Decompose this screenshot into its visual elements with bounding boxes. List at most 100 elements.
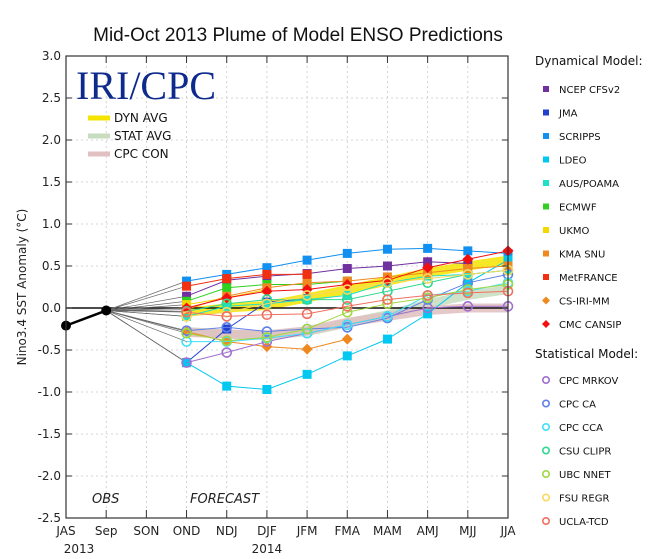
point-cpc-mrkov [462, 301, 474, 312]
y-tick-label: 2.0 [42, 133, 61, 147]
legend-marker [541, 493, 550, 502]
connector-line [106, 310, 187, 342]
point-ubc-nnet [341, 306, 353, 318]
legend-label: CPC CA [559, 400, 596, 411]
connector-line [105, 310, 187, 363]
average-legend: DYN AVG STAT AVG CPC CON [88, 111, 171, 161]
obs-line [65, 309, 107, 327]
legend-label: NCEP CFSv2 [559, 85, 620, 96]
point-cmc-cansip [261, 285, 273, 297]
line-ucla-tcd [186, 290, 509, 317]
point-fsu-regr [382, 277, 393, 289]
avg-legend-label: STAT AVG [114, 129, 171, 143]
point-metfrance [222, 274, 232, 284]
forecast-annotation: FORECAST [190, 492, 260, 507]
point-aus-poama [222, 301, 232, 311]
point-fsu-regr [341, 284, 353, 295]
avg-legend-label: DYN AVG [114, 111, 168, 125]
connector-line [106, 300, 187, 311]
point-ubc-nnet [462, 284, 474, 295]
point-cpc-ca [221, 322, 233, 333]
point-kma-snu [302, 278, 312, 288]
y-tick-label: -2.0 [38, 469, 61, 483]
plot-frame [65, 55, 509, 519]
point-ucla-tcd [341, 301, 353, 312]
point-scripps [382, 244, 392, 254]
y-ticks: 3.0 2.5 2.0 1.5 1.0 0.5 0.0 -0.5 -1.0 -1.5 -2.0 -2.… [38, 49, 508, 525]
legend-marker [541, 516, 550, 525]
point-cpc-mrkov [221, 347, 233, 358]
point-ldeo [222, 381, 232, 391]
obs-annotation: OBS [92, 492, 119, 507]
x-tick-label: OND [173, 524, 201, 538]
observed-series [61, 305, 112, 331]
point-cpc-cca [341, 319, 353, 331]
x-tick-label: NDJ [216, 524, 238, 538]
connector-line [106, 285, 187, 311]
legend-label: CPC MRKOV [559, 376, 618, 387]
grid [66, 56, 508, 518]
point-cmc-cansip [462, 253, 474, 265]
legend-label: KMA SNU [559, 250, 605, 261]
y-tick-label: 1.0 [42, 217, 61, 231]
connector-line [106, 310, 187, 332]
dynamical-legend: NCEP CFSv2 JMA SCRIPPS LDEO AUS/POAMA ECMWF UK… [542, 85, 621, 331]
legend-label: UCLA-TCD [559, 517, 609, 528]
point-ucla-tcd [221, 311, 233, 322]
connector-line [106, 310, 187, 334]
point-ldeo [342, 351, 352, 361]
legend-label: CPC CCA [559, 423, 603, 434]
connector-line [106, 310, 187, 317]
point-ldeo [302, 369, 312, 379]
legend-label: CSU CLIPR [559, 447, 611, 458]
y-tick-label: 2.5 [42, 91, 61, 105]
line-ncep-cfsv2 [186, 261, 468, 297]
legend-label: JMA [558, 109, 578, 120]
point-ldeo [382, 334, 392, 344]
point-ubc-nnet [181, 327, 192, 339]
point-ldeo [262, 384, 272, 394]
point-cpc-cca [382, 311, 393, 322]
legend-label: UBC NNET [559, 470, 611, 481]
legend-marker [543, 250, 549, 257]
point-scripps [302, 255, 312, 265]
legend-marker [542, 296, 550, 305]
legend-label: LDEO [559, 156, 587, 167]
point-ncep-cfsv2 [342, 264, 352, 274]
point-ubc-nnet [261, 332, 273, 343]
series-fsu-regr [181, 264, 514, 322]
point-jma [222, 324, 232, 334]
point-ucla-tcd [462, 287, 474, 299]
y-tick-label: 0.0 [42, 301, 61, 315]
connector-line [106, 310, 187, 313]
connector-line [106, 295, 187, 311]
legend-marker [543, 274, 549, 280]
point-ucla-tcd [382, 294, 393, 305]
y-tick-label: 3.0 [42, 49, 61, 63]
point-fsu-regr [301, 290, 313, 301]
point-ucla-tcd [261, 309, 273, 321]
x-tick-label: MAM [373, 524, 402, 538]
point-scripps [342, 248, 352, 258]
legend-marker [543, 156, 549, 163]
legend-marker [541, 375, 550, 384]
point-scripps [262, 263, 272, 273]
point-kma-snu [463, 264, 473, 274]
point-cpc-ca [261, 326, 273, 337]
legend-label: UKMO [559, 226, 590, 237]
x-tick-label: DJF [257, 524, 277, 538]
point-metfrance [302, 269, 312, 279]
connector-line [106, 307, 187, 311]
y-tick-label: -1.0 [38, 385, 61, 399]
legend-label: AUS/POAMA [559, 179, 619, 190]
point-ucla-tcd [181, 306, 192, 318]
legend-label: MetFRANCE [559, 273, 618, 284]
x-tick-label: MJJ [459, 524, 476, 538]
point-ldeo [423, 309, 433, 319]
point-cs-iri-mm [301, 343, 313, 355]
y-axis-label: Nino3.4 SST Anomaly (°C) [15, 209, 29, 366]
x-tick-label: JFM [296, 524, 318, 538]
legend-dynamical-title: Dynamical Model: [535, 54, 643, 68]
x-year-label: 2013 [64, 542, 95, 556]
